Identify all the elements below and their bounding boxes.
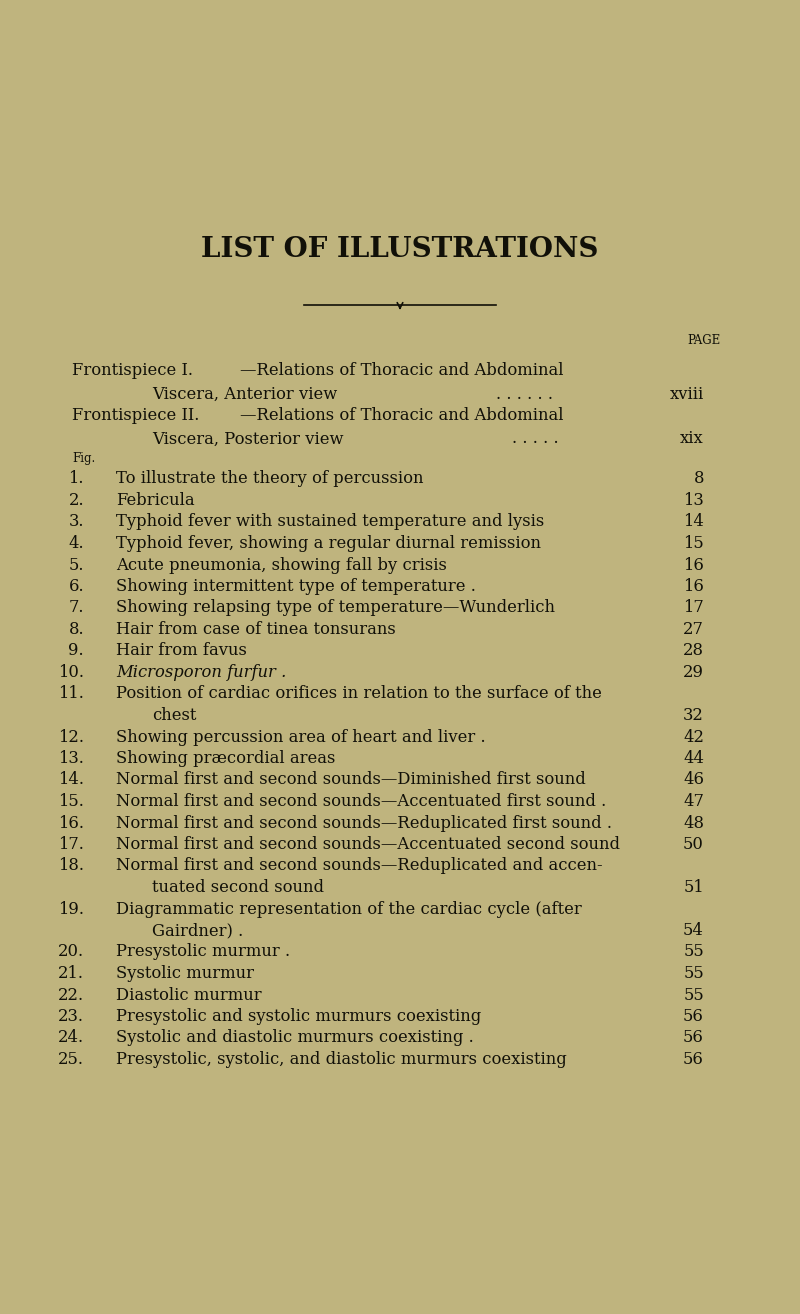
Text: 46: 46 bbox=[683, 771, 704, 788]
Text: 55: 55 bbox=[683, 987, 704, 1004]
Text: chest: chest bbox=[152, 707, 196, 724]
Text: 7.: 7. bbox=[69, 599, 84, 616]
Text: Frontispiece I.: Frontispiece I. bbox=[72, 363, 193, 378]
Text: Normal first and second sounds—Accentuated second sound: Normal first and second sounds—Accentuat… bbox=[116, 836, 620, 853]
Text: 13: 13 bbox=[683, 491, 704, 509]
Text: 55: 55 bbox=[683, 964, 704, 982]
Text: Showing intermittent type of temperature .: Showing intermittent type of temperature… bbox=[116, 578, 476, 595]
Text: Presystolic, systolic, and diastolic murmurs coexisting: Presystolic, systolic, and diastolic mur… bbox=[116, 1051, 566, 1068]
Text: 16: 16 bbox=[683, 557, 704, 573]
Text: . . . . . .: . . . . . . bbox=[496, 386, 553, 402]
Text: 25.: 25. bbox=[58, 1051, 84, 1068]
Text: Systolic murmur: Systolic murmur bbox=[116, 964, 254, 982]
Text: 11.: 11. bbox=[58, 686, 84, 703]
Text: 29: 29 bbox=[683, 664, 704, 681]
Text: Showing percussion area of heart and liver .: Showing percussion area of heart and liv… bbox=[116, 728, 486, 745]
Text: 2.: 2. bbox=[68, 491, 84, 509]
Text: 22.: 22. bbox=[58, 987, 84, 1004]
Text: Fig.: Fig. bbox=[72, 452, 95, 465]
Text: 51: 51 bbox=[683, 879, 704, 896]
Text: Systolic and diastolic murmurs coexisting .: Systolic and diastolic murmurs coexistin… bbox=[116, 1029, 474, 1046]
Text: 12.: 12. bbox=[58, 728, 84, 745]
Text: 19.: 19. bbox=[58, 900, 84, 917]
Text: 18.: 18. bbox=[58, 858, 84, 875]
Text: Position of cardiac orifices in relation to the surface of the: Position of cardiac orifices in relation… bbox=[116, 686, 602, 703]
Text: Normal first and second sounds—Reduplicated and accen-: Normal first and second sounds—Reduplica… bbox=[116, 858, 602, 875]
Text: 16: 16 bbox=[683, 578, 704, 595]
Text: 56: 56 bbox=[683, 1008, 704, 1025]
Text: 15: 15 bbox=[683, 535, 704, 552]
Text: 4.: 4. bbox=[68, 535, 84, 552]
Text: PAGE: PAGE bbox=[687, 334, 721, 347]
Text: xviii: xviii bbox=[670, 386, 704, 402]
Text: Showing relapsing type of temperature—Wunderlich: Showing relapsing type of temperature—Wu… bbox=[116, 599, 555, 616]
Text: Hair from favus: Hair from favus bbox=[116, 643, 247, 660]
Text: LIST OF ILLUSTRATIONS: LIST OF ILLUSTRATIONS bbox=[202, 237, 598, 263]
Text: Normal first and second sounds—Diminished first sound: Normal first and second sounds—Diminishe… bbox=[116, 771, 586, 788]
Text: 23.: 23. bbox=[58, 1008, 84, 1025]
Text: To illustrate the theory of percussion: To illustrate the theory of percussion bbox=[116, 470, 423, 487]
Text: Normal first and second sounds—Accentuated first sound .: Normal first and second sounds—Accentuat… bbox=[116, 794, 606, 809]
Text: 54: 54 bbox=[683, 922, 704, 940]
Text: . . . . .: . . . . . bbox=[512, 431, 558, 447]
Text: tuated second sound: tuated second sound bbox=[152, 879, 324, 896]
Text: Typhoid fever with sustained temperature and lysis: Typhoid fever with sustained temperature… bbox=[116, 514, 544, 531]
Text: Febricula: Febricula bbox=[116, 491, 194, 509]
Text: 8.: 8. bbox=[68, 622, 84, 639]
Text: 13.: 13. bbox=[58, 750, 84, 767]
Text: 50: 50 bbox=[683, 836, 704, 853]
Text: Normal first and second sounds—Reduplicated first sound .: Normal first and second sounds—Reduplica… bbox=[116, 815, 612, 832]
Text: 48: 48 bbox=[683, 815, 704, 832]
Text: 10.: 10. bbox=[58, 664, 84, 681]
Text: Diastolic murmur: Diastolic murmur bbox=[116, 987, 262, 1004]
Text: —Relations of Thoracic and Abdominal: —Relations of Thoracic and Abdominal bbox=[240, 407, 563, 423]
Text: 21.: 21. bbox=[58, 964, 84, 982]
Text: 9.: 9. bbox=[68, 643, 84, 660]
Text: 15.: 15. bbox=[58, 794, 84, 809]
Text: Viscera, Posterior view: Viscera, Posterior view bbox=[152, 431, 343, 447]
Text: 47: 47 bbox=[683, 794, 704, 809]
Text: 56: 56 bbox=[683, 1051, 704, 1068]
Text: 32: 32 bbox=[683, 707, 704, 724]
Text: 24.: 24. bbox=[58, 1029, 84, 1046]
Text: 55: 55 bbox=[683, 943, 704, 961]
Text: 28: 28 bbox=[683, 643, 704, 660]
Text: 27: 27 bbox=[683, 622, 704, 639]
Text: Showing præcordial areas: Showing præcordial areas bbox=[116, 750, 335, 767]
Text: Gairdner) .: Gairdner) . bbox=[152, 922, 243, 940]
Text: Presystolic murmur .: Presystolic murmur . bbox=[116, 943, 290, 961]
Text: Acute pneumonia, showing fall by crisis: Acute pneumonia, showing fall by crisis bbox=[116, 557, 447, 573]
Text: 14: 14 bbox=[683, 514, 704, 531]
Text: 6.: 6. bbox=[68, 578, 84, 595]
Text: 17: 17 bbox=[683, 599, 704, 616]
Text: Typhoid fever, showing a regular diurnal remission: Typhoid fever, showing a regular diurnal… bbox=[116, 535, 541, 552]
Text: Presystolic and systolic murmurs coexisting: Presystolic and systolic murmurs coexist… bbox=[116, 1008, 482, 1025]
Text: 1.: 1. bbox=[69, 470, 84, 487]
Text: 14.: 14. bbox=[58, 771, 84, 788]
Text: Microsporon furfur .: Microsporon furfur . bbox=[116, 664, 286, 681]
Text: 3.: 3. bbox=[69, 514, 84, 531]
Text: 5.: 5. bbox=[69, 557, 84, 573]
Text: 44: 44 bbox=[683, 750, 704, 767]
Text: Frontispiece II.: Frontispiece II. bbox=[72, 407, 199, 423]
Text: Diagrammatic representation of the cardiac cycle (after: Diagrammatic representation of the cardi… bbox=[116, 900, 582, 917]
Text: Viscera, Anterior view: Viscera, Anterior view bbox=[152, 386, 338, 402]
Text: 20.: 20. bbox=[58, 943, 84, 961]
Text: xix: xix bbox=[680, 431, 704, 447]
Text: 42: 42 bbox=[683, 728, 704, 745]
Text: 17.: 17. bbox=[58, 836, 84, 853]
Text: 16.: 16. bbox=[58, 815, 84, 832]
Text: 8: 8 bbox=[694, 470, 704, 487]
Text: Hair from case of tinea tonsurans: Hair from case of tinea tonsurans bbox=[116, 622, 396, 639]
Text: —Relations of Thoracic and Abdominal: —Relations of Thoracic and Abdominal bbox=[240, 363, 563, 378]
Text: 56: 56 bbox=[683, 1029, 704, 1046]
